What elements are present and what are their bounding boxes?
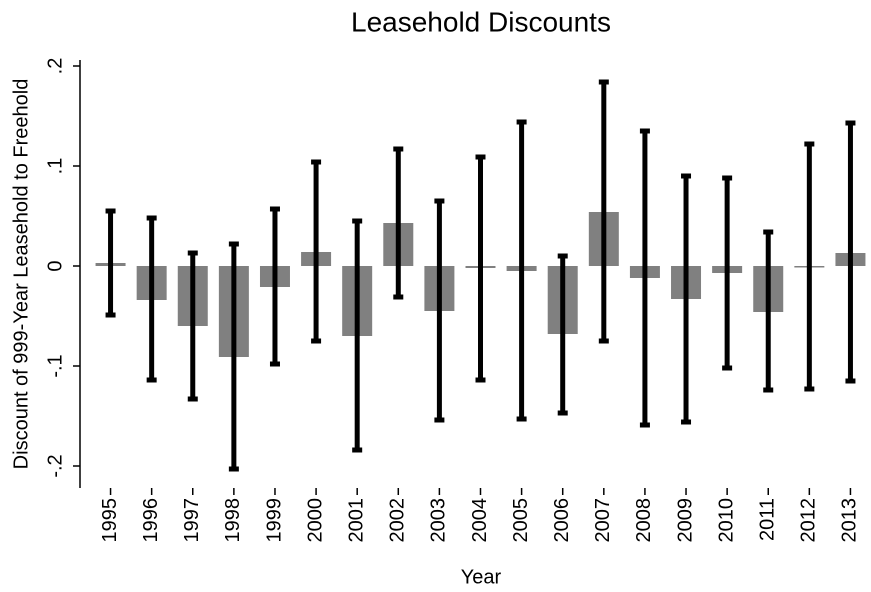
error-bar [187,250,198,402]
y-axis-title: Discount of 999-Year Leasehold to Freeho… [10,79,32,470]
x-tick-label: 1996 [140,498,162,543]
error-bar [639,128,650,428]
error-bar [475,154,486,383]
error-bar [146,215,157,383]
y-tick-label: 0 [44,260,66,271]
error-bar [352,218,363,453]
y-tick-label: .2 [44,58,66,75]
x-tick-label: 1998 [222,498,244,543]
x-tick-label: 1999 [263,498,285,543]
y-tick-label: .1 [44,158,66,175]
y-tick-label: -.1 [44,354,66,377]
x-axis-title: Year [461,566,502,588]
x-tick-label: 2009 [674,498,696,543]
x-tick-label: 2006 [551,498,573,543]
x-tick-label: 2013 [839,498,861,543]
error-bar [393,146,404,300]
x-tick-label: 2007 [592,498,614,543]
x-tick-label: 2003 [428,498,450,543]
error-bar [804,141,815,392]
error-bar [598,79,609,344]
error-bar [722,175,733,371]
y-tick-label: -.2 [44,454,66,477]
error-bar [845,120,856,384]
x-tick-label: 2005 [510,498,532,543]
error-bar [311,159,322,344]
x-tick-label: 2004 [469,498,491,543]
error-bar [434,198,445,423]
x-tick-label: 2001 [345,498,367,543]
x-tick-label: 2008 [633,498,655,543]
x-tick-label: 1995 [99,498,121,543]
error-bar [681,173,692,425]
error-bar [763,229,774,393]
x-tick-label: 2000 [304,498,326,543]
x-tick-label: 2012 [798,498,820,543]
x-tick-label: 2010 [715,498,737,543]
error-bar [516,119,527,422]
error-bar [105,208,116,318]
x-tick-label: 1997 [181,498,203,543]
x-tick-label: 2002 [387,498,409,543]
x-tick-label: 2011 [757,498,779,541]
chart-title: Leasehold Discounts [351,6,611,37]
error-bar [269,206,280,367]
error-bar [557,253,568,416]
error-bar [228,241,239,472]
